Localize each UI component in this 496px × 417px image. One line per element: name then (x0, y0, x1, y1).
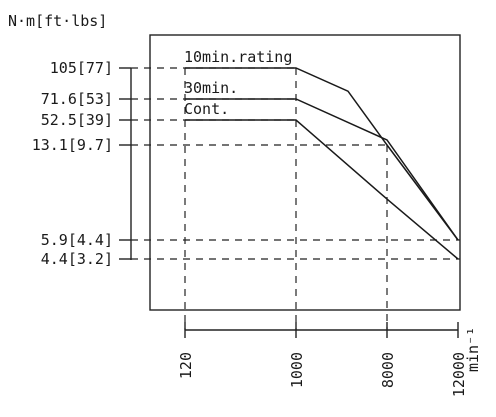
y-tick-label: 13.1[9.7] (32, 136, 113, 154)
y-tick-label: 5.9[4.4] (41, 231, 113, 249)
series-line-1 (185, 67, 459, 241)
x-tick-label: 120 (177, 352, 195, 379)
grid-lines (131, 67, 460, 330)
series-lines (185, 67, 459, 260)
x-ticks: 120 1000 8000 12000 (177, 322, 468, 397)
series-label-3: Cont. (184, 100, 229, 118)
series-line-3 (185, 119, 459, 260)
x-tick-label: 8000 (379, 352, 397, 388)
y-axis-label: N·m[ft·lbs] (8, 12, 107, 30)
y-tick-label: 52.5[39] (41, 111, 113, 129)
series-label-1: 10min.rating (184, 48, 292, 66)
y-ticks: 105[77] 71.6[53] 52.5[39] 13.1[9.7] 5.9[4.4]… (32, 59, 131, 268)
series-labels: 10min.rating 30min. Cont. (184, 48, 292, 118)
y-tick-label: 4.4[3.2] (41, 250, 113, 268)
x-tick-label: 1000 (288, 352, 306, 388)
plot-area-frame (149, 34, 461, 311)
y-tick-label: 71.6[53] (41, 90, 113, 108)
series-line-2 (185, 98, 459, 241)
series-label-2: 30min. (184, 79, 238, 97)
x-tick-label: 12000 (450, 352, 468, 397)
y-tick-label: 105[77] (50, 59, 113, 77)
x-axis-unit-label: min⁻¹ (464, 327, 482, 372)
